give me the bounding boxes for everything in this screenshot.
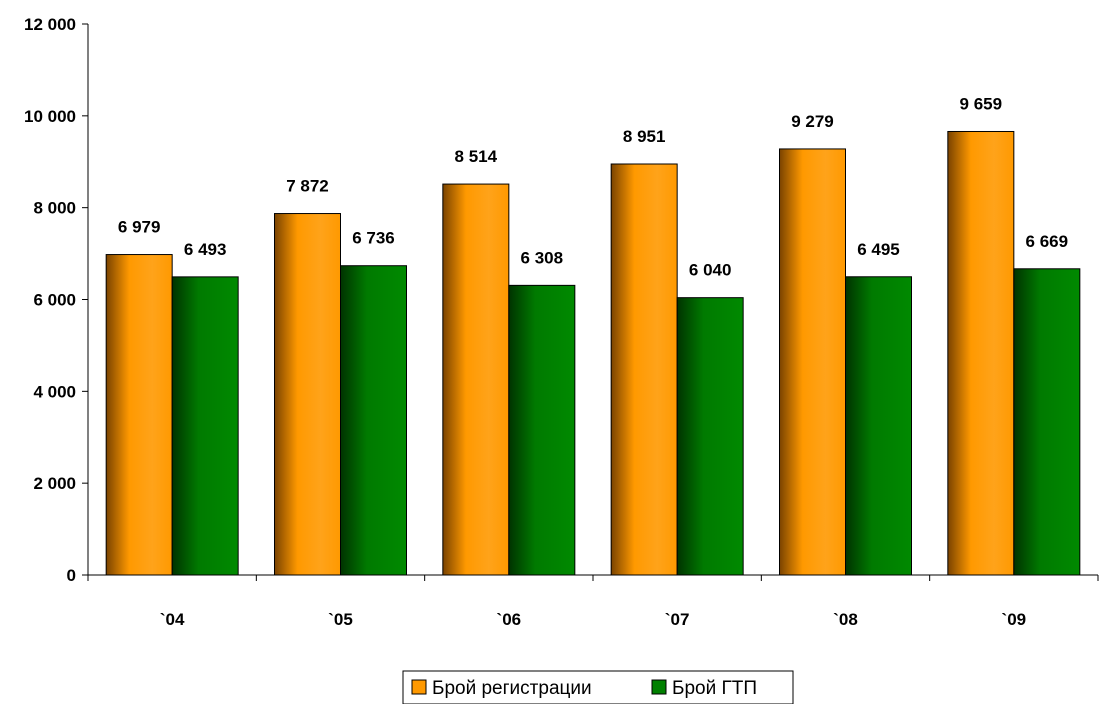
legend-swatch-gtp xyxy=(651,679,667,695)
data-label: 6 308 xyxy=(521,248,564,267)
bar-registrations xyxy=(274,213,341,576)
y-tick-label: 2 000 xyxy=(33,474,76,493)
data-label: 6 040 xyxy=(689,261,732,280)
y-tick-label: 0 xyxy=(67,566,76,585)
bar-gtp xyxy=(508,284,576,576)
data-label: 9 279 xyxy=(791,112,834,131)
legend-box xyxy=(402,670,794,704)
bar-gtp xyxy=(676,297,744,576)
legend: Брой регистрации Брой ГТП xyxy=(402,670,794,704)
data-label: 6 495 xyxy=(857,240,900,259)
bar-gtp xyxy=(340,265,407,576)
bar-gtp xyxy=(1013,268,1081,576)
data-label: 6 979 xyxy=(118,218,161,237)
x-tick-label: `08 xyxy=(833,610,858,629)
x-tick-label: `09 xyxy=(1002,610,1027,629)
x-tick-label: `06 xyxy=(497,610,522,629)
bars xyxy=(105,130,1081,576)
x-tick-label: `04 xyxy=(160,610,185,629)
bar-gtp xyxy=(845,276,912,576)
bar-registrations xyxy=(947,130,1015,576)
x-tick-label: `05 xyxy=(328,610,353,629)
bar-registrations xyxy=(610,163,678,576)
data-label: 6 669 xyxy=(1026,232,1069,251)
y-tick-label: 8 000 xyxy=(33,199,76,218)
data-label: 8 514 xyxy=(455,147,498,166)
y-tick-label: 6 000 xyxy=(33,291,76,310)
legend-swatch-registrations xyxy=(411,679,427,695)
y-tick-label: 10 000 xyxy=(24,107,76,126)
data-labels: 6 979 7 872 8 514 8 951 9 279 9 659 6 493 6 736… xyxy=(118,94,1068,279)
y-tick-label: 12 000 xyxy=(24,15,76,34)
data-label: 8 951 xyxy=(623,127,666,146)
data-label: 6 736 xyxy=(352,229,395,248)
data-label: 6 493 xyxy=(184,240,227,259)
bar-registrations xyxy=(779,148,846,576)
bar-gtp xyxy=(171,276,239,576)
data-label: 9 659 xyxy=(960,94,1003,113)
y-tick-label: 4 000 xyxy=(33,382,76,401)
data-label: 7 872 xyxy=(286,177,329,196)
x-axis: `04 `05 `06 `07 `08 `09 xyxy=(87,574,1099,629)
legend-label-registrations: Брой регистрации xyxy=(432,678,592,699)
bar-registrations xyxy=(442,183,510,576)
legend-label-gtp: Брой ГТП xyxy=(672,678,757,699)
y-axis: 0 2 000 4 000 6 000 8 000 10 000 12 000 xyxy=(24,15,89,585)
bar-registrations xyxy=(105,254,173,576)
x-tick-label: `07 xyxy=(665,610,690,629)
